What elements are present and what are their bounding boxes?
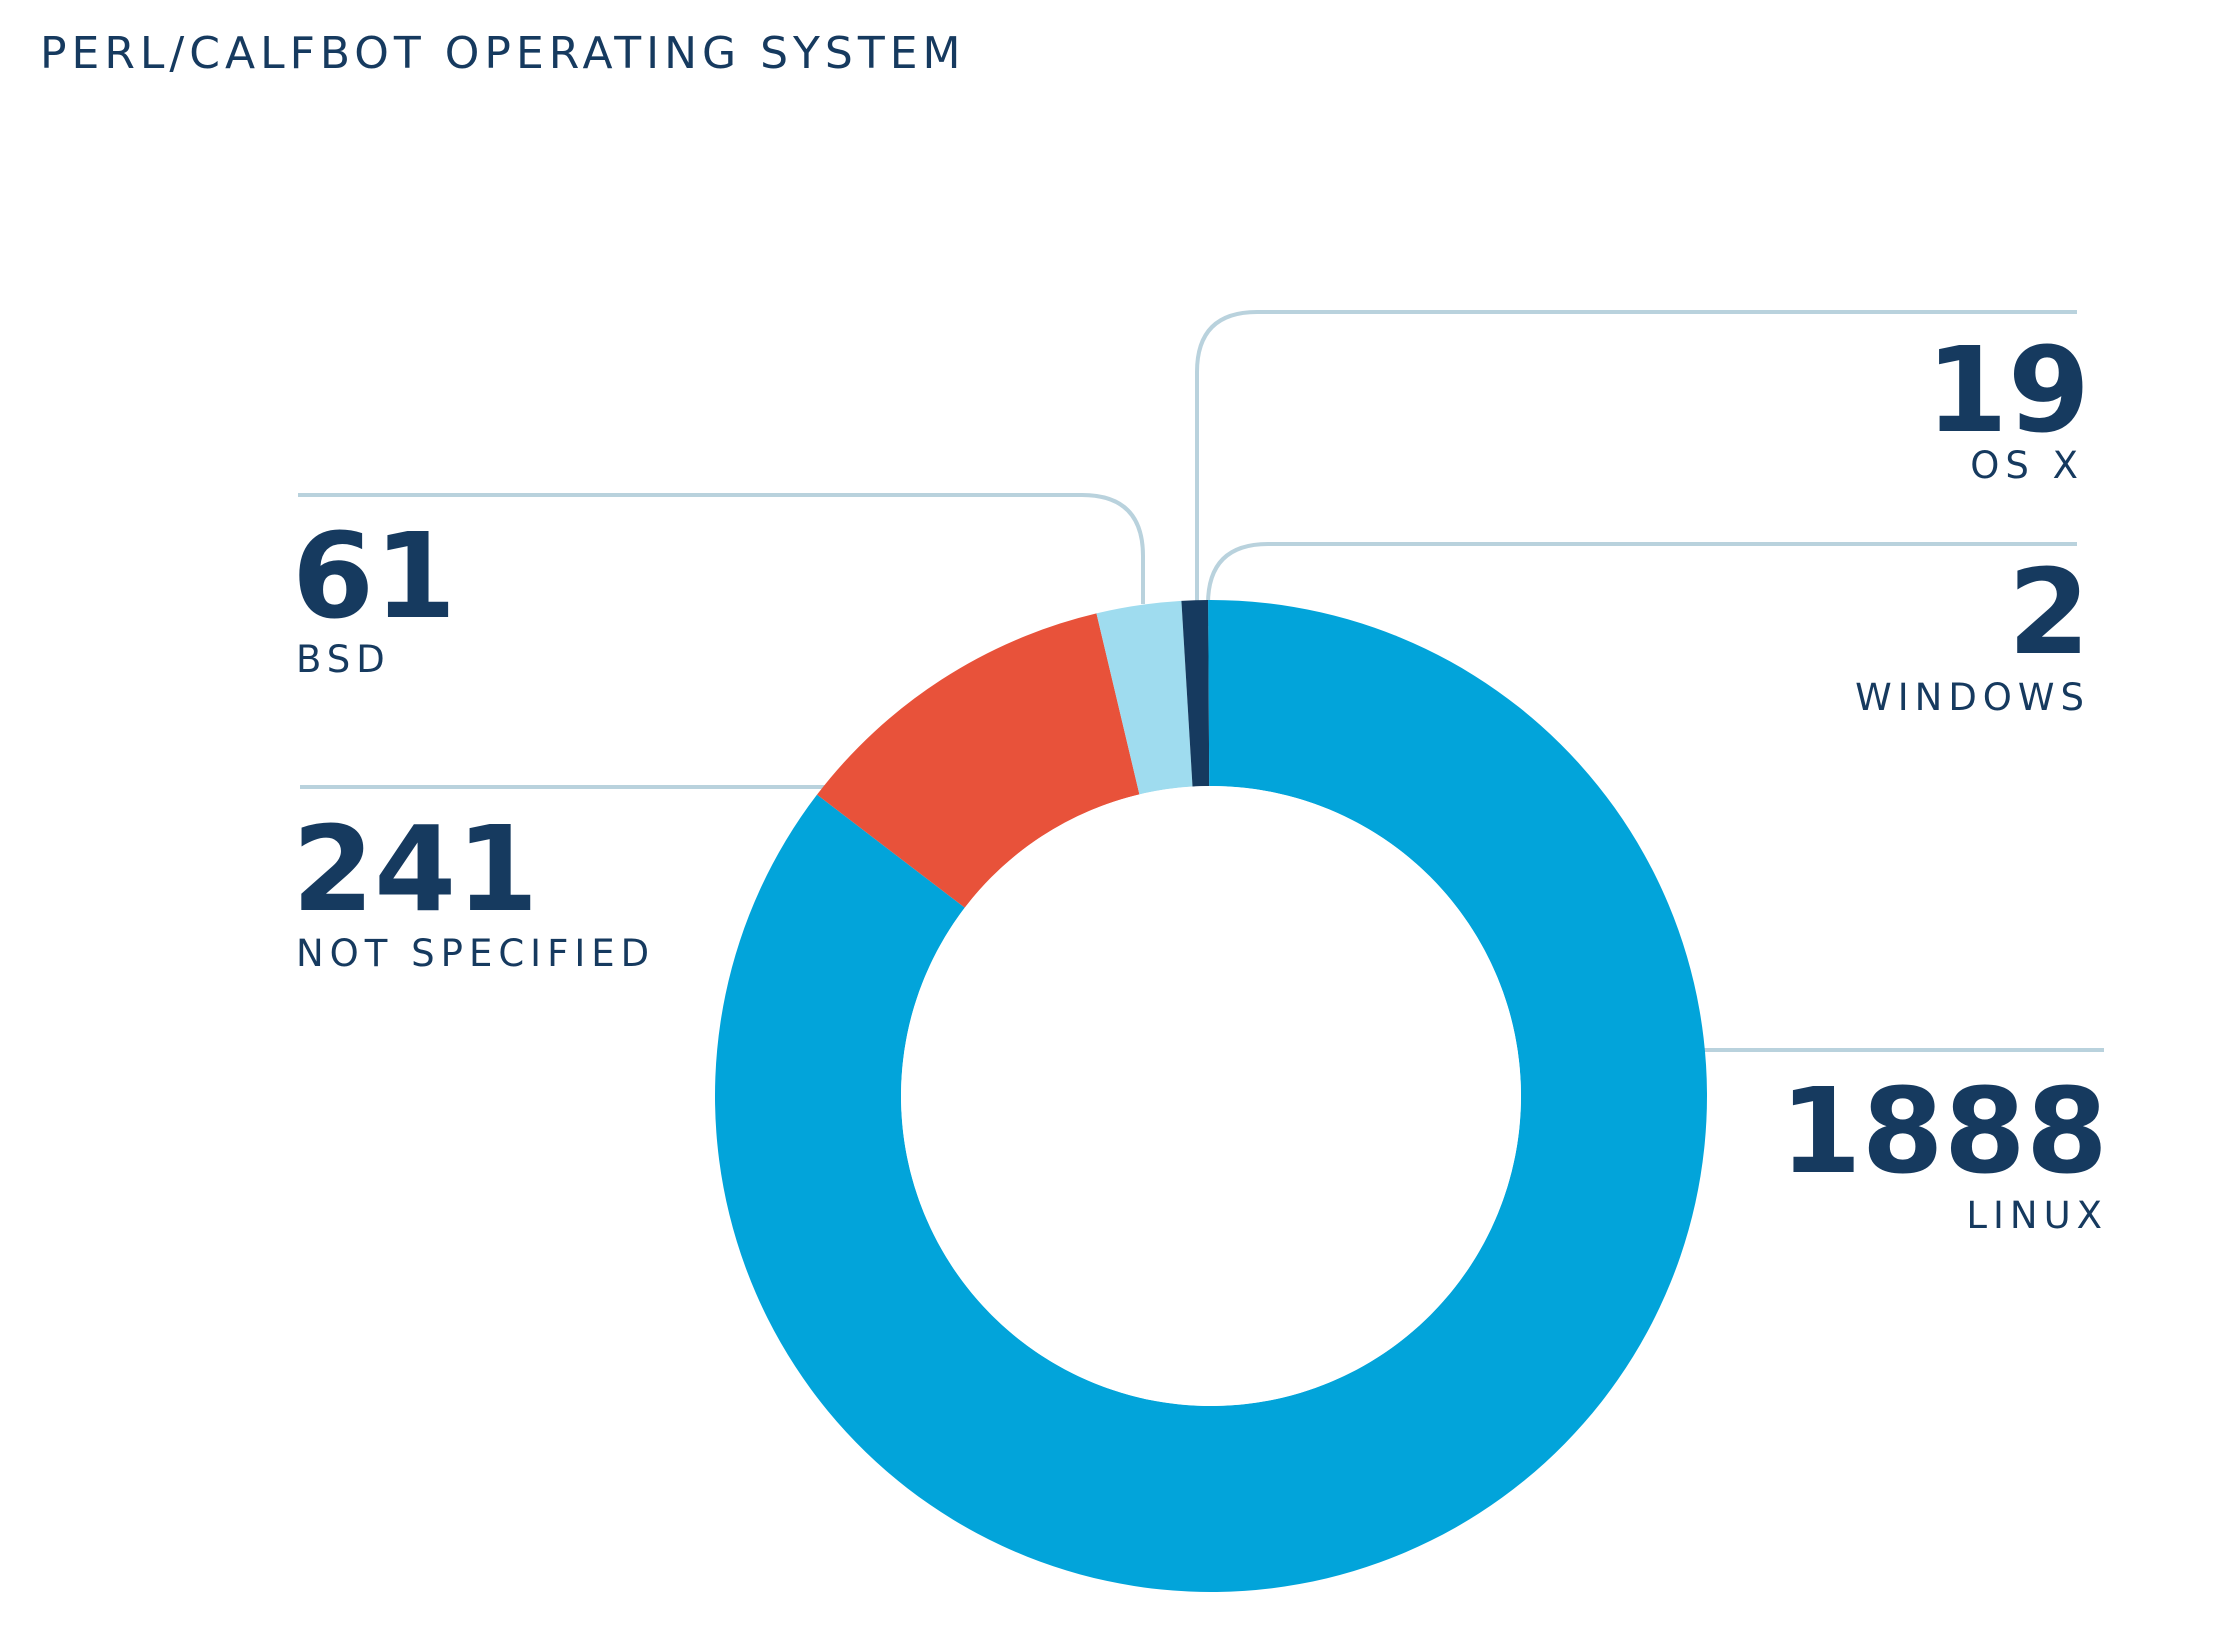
slice-value-not-specified: 241 [292, 800, 538, 938]
slice-value-bsd: 61 [292, 507, 456, 645]
chart-title: PERL/CALFBOT OPERATING SYSTEM [40, 28, 965, 79]
donut-slice-not-specified [817, 613, 1140, 908]
slice-label-osx: OS X [1970, 444, 2084, 487]
slice-label-not-specified: NOT SPECIFIED [296, 932, 655, 975]
slice-label-windows: WINDOWS [1855, 676, 2090, 719]
leader-line-osx [1195, 310, 2077, 622]
donut-slice-os-x [1181, 600, 1210, 787]
slice-label-bsd: BSD [296, 638, 391, 681]
slice-labels: 19 OS X 2 WINDOWS 61 BSD 241 NOT SPECIFI… [292, 321, 2108, 1237]
slice-value-windows: 2 [2008, 543, 2090, 681]
leader-line-windows [1206, 542, 2077, 626]
donut-slices [714, 600, 1707, 1592]
slice-label-linux: LINUX [1966, 1194, 2108, 1237]
donut-slice-bsd [1096, 600, 1193, 795]
leader-line-bsd [298, 493, 1145, 604]
donut-slice-linux [714, 600, 1707, 1592]
slice-value-linux: 1888 [1780, 1062, 2108, 1200]
donut-slice-windows [1208, 600, 1211, 787]
donut-center-hole [901, 786, 1521, 1406]
slice-value-osx: 19 [1926, 321, 2090, 459]
